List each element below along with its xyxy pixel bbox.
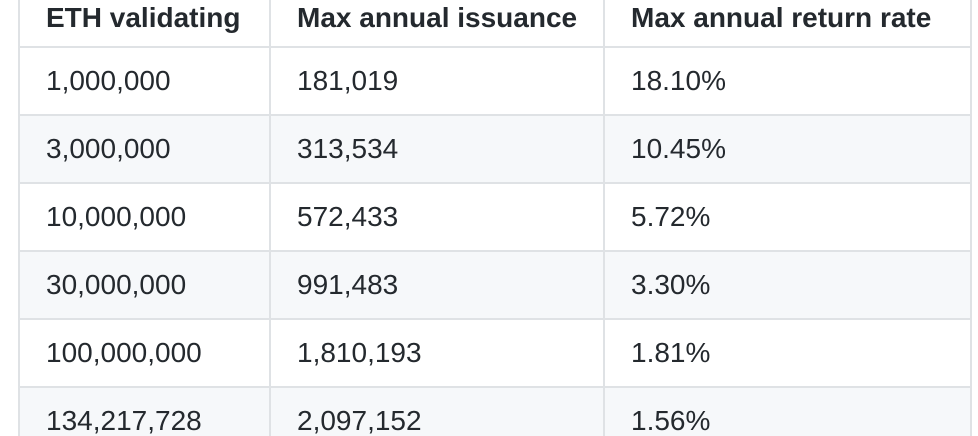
table-row: 134,217,728 2,097,152 1.56%: [18, 386, 972, 436]
table-row: 30,000,000 991,483 3.30%: [18, 250, 972, 320]
cell-max-annual-return-rate: 5.72%: [603, 182, 972, 252]
header-max-annual-issuance: Max annual issuance: [269, 0, 605, 48]
header-row: ETH validating Max annual issuance Max a…: [18, 0, 972, 48]
cell-max-annual-return-rate: 1.81%: [603, 318, 972, 388]
table-row: 10,000,000 572,433 5.72%: [18, 182, 972, 252]
header-eth-validating: ETH validating: [18, 0, 271, 48]
cell-eth-validating: 30,000,000: [18, 250, 271, 320]
cell-eth-validating: 100,000,000: [18, 318, 271, 388]
cell-max-annual-return-rate: 18.10%: [603, 46, 972, 116]
table-row: 3,000,000 313,534 10.45%: [18, 114, 972, 184]
cell-max-annual-issuance: 313,534: [269, 114, 605, 184]
cell-eth-validating: 3,000,000: [18, 114, 271, 184]
cell-max-annual-return-rate: 10.45%: [603, 114, 972, 184]
cell-max-annual-return-rate: 3.30%: [603, 250, 972, 320]
cell-max-annual-issuance: 181,019: [269, 46, 605, 116]
table-row: 1,000,000 181,019 18.10%: [18, 46, 972, 116]
cell-eth-validating: 134,217,728: [18, 386, 271, 436]
table-body: 1,000,000 181,019 18.10% 3,000,000 313,5…: [18, 46, 972, 436]
table-row: 100,000,000 1,810,193 1.81%: [18, 318, 972, 388]
cell-max-annual-issuance: 991,483: [269, 250, 605, 320]
cell-max-annual-issuance: 1,810,193: [269, 318, 605, 388]
cell-eth-validating: 10,000,000: [18, 182, 271, 252]
cell-eth-validating: 1,000,000: [18, 46, 271, 116]
header-max-annual-return-rate: Max annual return rate: [603, 0, 972, 48]
table-header: ETH validating Max annual issuance Max a…: [18, 0, 972, 48]
cell-max-annual-return-rate: 1.56%: [603, 386, 972, 436]
issuance-table: ETH validating Max annual issuance Max a…: [18, 0, 972, 436]
cell-max-annual-issuance: 2,097,152: [269, 386, 605, 436]
cell-max-annual-issuance: 572,433: [269, 182, 605, 252]
